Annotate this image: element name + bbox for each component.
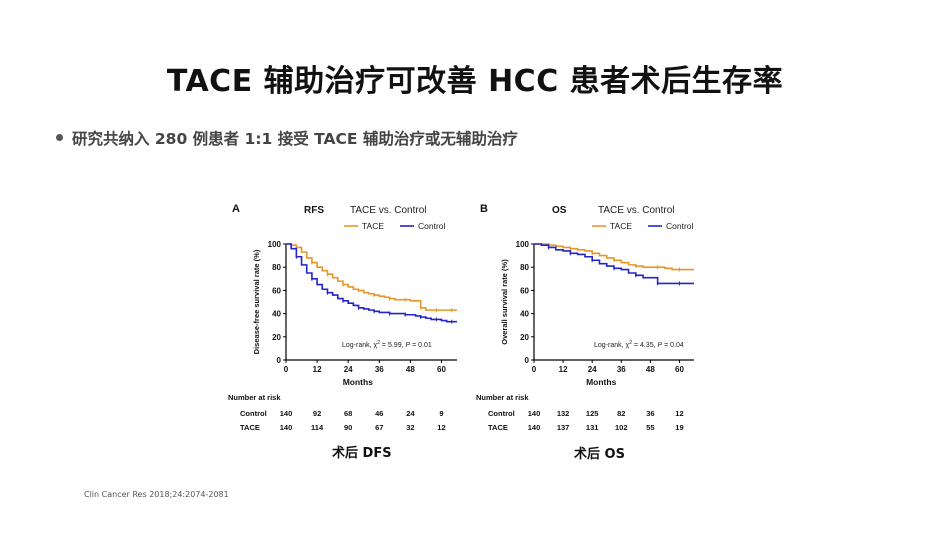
panel-a-xtick-label: 24 [344, 365, 353, 374]
panel-a-risk-cell: 114 [311, 423, 324, 432]
panel-a-risk-cell: 9 [439, 409, 443, 418]
panel-b-ytick-label: 80 [520, 263, 529, 272]
panel-a-series-tace-curve [286, 243, 457, 311]
panel-a-risk-cell: 140 [280, 423, 293, 432]
panel-b-risk-cell: 19 [675, 423, 683, 432]
panel-b-ytick-label: 100 [516, 240, 530, 249]
panel-b-risk-header: Number at risk [476, 393, 529, 402]
bullet-item: 研究共纳入 280 例患者 1:1 接受 TACE 辅助治疗或无辅助治疗 [56, 127, 518, 149]
panel-b-series-control-curve [534, 243, 694, 285]
panel-b-risk-cell: 137 [557, 423, 570, 432]
panel-b-legend-label-0: TACE [610, 221, 632, 231]
panel-b-ytick-label: 20 [520, 333, 529, 342]
panel-a-legend-label-0: TACE [362, 221, 384, 231]
panel-a-xlabel: Months [343, 377, 373, 387]
km-curves-svg: A RFS TACE vs. Control TACE Control 0 20 40 60 80… [228, 203, 694, 432]
panel-b-subtitle: TACE vs. Control [598, 205, 675, 216]
panel-a-ytick-label: 60 [272, 286, 281, 295]
panel-a-risk-cell: 92 [313, 409, 321, 418]
panel-a-risk-cell: 67 [375, 423, 383, 432]
panel-b-title: OS [552, 205, 567, 216]
bullet-text: 研究共纳入 280 例患者 1:1 接受 TACE 辅助治疗或无辅助治疗 [72, 130, 518, 148]
panel-a-ytick-label: 80 [272, 263, 281, 272]
panel-a-xtick-label: 0 [284, 365, 289, 374]
panel-a-ytick-label: 40 [272, 310, 281, 319]
panel-b-xtick-label: 48 [646, 365, 655, 374]
panel-a-risk-cell: 68 [344, 409, 352, 418]
panel-b-risk-cell: 131 [586, 423, 599, 432]
panel-b-risk-cell: 82 [617, 409, 625, 418]
panel-b-risk-cell: 55 [646, 423, 654, 432]
panel-b-ytick-label: 60 [520, 286, 529, 295]
panel-a-risk-header: Number at risk [228, 393, 281, 402]
panel-b-legend-label-1: Control [666, 221, 694, 231]
panel-a-risk-cell: 140 [280, 409, 293, 418]
panel-a-xtick-label: 36 [375, 365, 384, 374]
panel-a-subtitle: TACE vs. Control [350, 205, 427, 216]
slide-title: TACE 辅助治疗可改善 HCC 患者术后生存率 [166, 64, 784, 99]
panel-b-risk-cell: 12 [675, 409, 683, 418]
km-figure: A RFS TACE vs. Control TACE Control 0 20 40 60 80… [224, 190, 714, 440]
panel-b-logrank-annotation: Log-rank, χ2 = 4.35, P = 0.04 [594, 340, 684, 349]
panel-b-series-tace-curve [534, 243, 694, 271]
panel-b-risk-row-label: Control [488, 409, 515, 418]
panel-b-ylabel: Overall survival rate (%) [500, 259, 509, 345]
panel-b-risk-cell: 36 [646, 409, 654, 418]
panel-a-ylabel: Disease-free survival rate (%) [252, 249, 261, 354]
panel-b-xtick-label: 12 [559, 365, 568, 374]
panel-a-ytick-label: 20 [272, 333, 281, 342]
panel-a-risk-cell: 90 [344, 423, 352, 432]
panel-a-risk-row-label: Control [240, 409, 267, 418]
bullet-dot-icon [56, 134, 63, 141]
panel-a-legend-label-1: Control [418, 221, 446, 231]
panel-b-xtick-label: 0 [532, 365, 537, 374]
panel-b-label: B [480, 203, 488, 215]
panel-b-risk-cell: 140 [528, 423, 541, 432]
panel-a-xtick-label: 48 [406, 365, 415, 374]
panel-a-logrank-annotation: Log-rank, χ2 = 5.99, P = 0.01 [342, 340, 432, 349]
panel-b-xtick-label: 60 [675, 365, 684, 374]
panel-b-risk-cell: 125 [586, 409, 599, 418]
panel-a-ytick-label: 0 [277, 356, 282, 365]
panel-a-xtick-label: 60 [437, 365, 446, 374]
panel-b-ytick-label: 40 [520, 310, 529, 319]
panel-b-xtick-label: 24 [588, 365, 597, 374]
source-citation: Clin Cancer Res 2018;24:2074-2081 [84, 490, 229, 499]
panel-b-xlabel: Months [586, 377, 616, 387]
panel-b-xtick-label: 36 [617, 365, 626, 374]
panel-a-ytick-label: 100 [268, 240, 282, 249]
panel-b-ytick-label: 0 [525, 356, 530, 365]
panel-b-risk-cell: 132 [557, 409, 570, 418]
panel-a-risk-cell: 32 [406, 423, 414, 432]
panel-a-risk-cell: 46 [375, 409, 383, 418]
panel-a-xtick-label: 12 [313, 365, 322, 374]
panel-b-risk-cell: 140 [528, 409, 541, 418]
panel-a-risk-cell: 12 [437, 423, 445, 432]
panel-a-risk-cell: 24 [406, 409, 415, 418]
caption-os: 术后 OS [574, 447, 625, 462]
panel-b-risk-row-label: TACE [488, 423, 508, 432]
panel-a-label: A [232, 203, 240, 215]
caption-dfs: 术后 DFS [332, 446, 392, 461]
panel-a-risk-row-label: TACE [240, 423, 260, 432]
panel-a-title: RFS [304, 205, 324, 216]
panel-b-risk-cell: 102 [615, 423, 628, 432]
